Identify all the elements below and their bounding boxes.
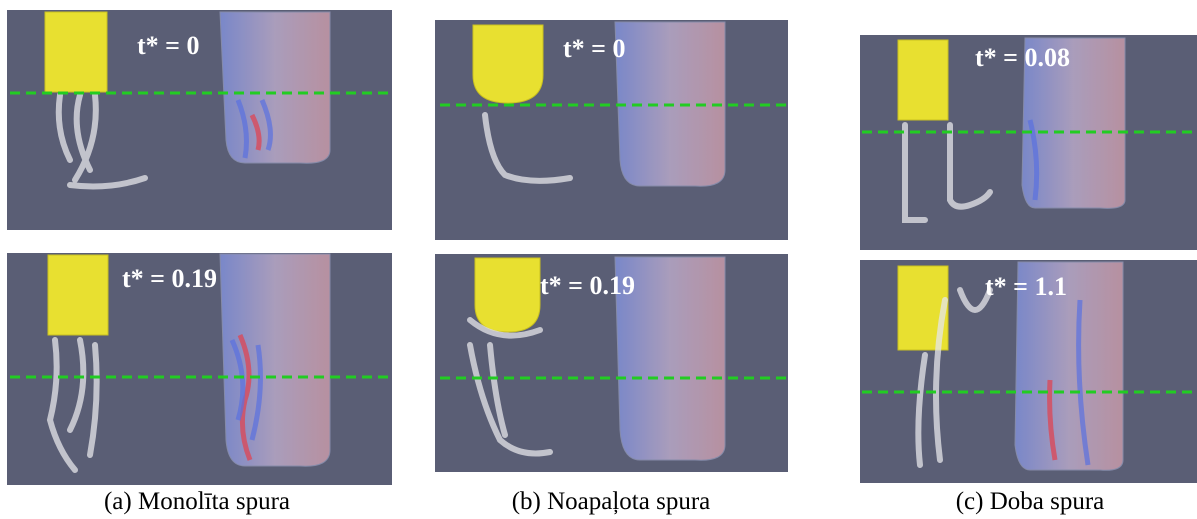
time-label: t* = 0: [137, 31, 199, 60]
time-label: t* = 0.19: [122, 264, 217, 293]
caption: (c) Doba spura: [956, 488, 1105, 515]
panel: t* = 0: [7, 10, 392, 230]
panel: t* = 0.08: [860, 35, 1197, 250]
panel: t* = 0.19: [7, 253, 392, 485]
page: {"columns": [ {"caption": "(a) Monolīta …: [0, 0, 1197, 519]
panel: t* = 1.1: [860, 260, 1197, 483]
panel: t* = 0: [435, 20, 788, 240]
time-label: t* = 0.08: [975, 43, 1070, 72]
time-label: t* = 0.19: [540, 271, 635, 300]
caption: (b) Noapaļota spura: [512, 488, 711, 515]
figure: t* = 0 t* = 0.19 t* = 0 t* = 0.19: [0, 0, 1197, 519]
panel: t* = 0.19: [435, 254, 788, 472]
caption: (a) Monolīta spura: [104, 488, 290, 515]
time-label: t* = 1.1: [985, 272, 1067, 301]
time-label: t* = 0: [563, 34, 625, 63]
